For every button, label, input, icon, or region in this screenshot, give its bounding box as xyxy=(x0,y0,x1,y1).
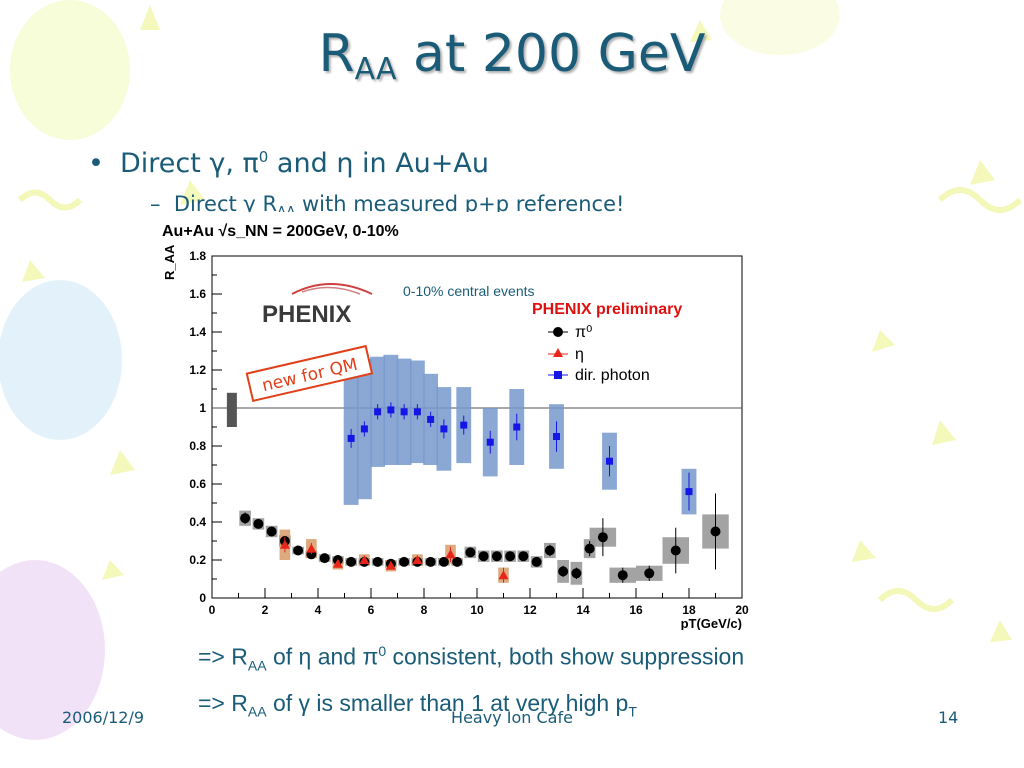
eta-point xyxy=(385,560,396,570)
pi0-point xyxy=(670,545,681,556)
pi0-point xyxy=(571,568,582,579)
pi0-point xyxy=(319,553,330,564)
pi0-point xyxy=(710,526,721,537)
photon-point xyxy=(553,433,560,440)
x-tick-label: 20 xyxy=(735,603,749,617)
x-tick-label: 4 xyxy=(315,603,322,617)
x-tick-label: 0 xyxy=(209,603,216,617)
footer-page-number: 14 xyxy=(938,708,959,727)
x-tick-label: 18 xyxy=(682,603,696,617)
pi0-point xyxy=(452,556,463,567)
chart-header: Au+Au √s_NN = 200GeV, 0-10% xyxy=(162,223,399,240)
pi0-point xyxy=(253,518,264,529)
y-axis-label: R_AA xyxy=(162,244,177,280)
pi0-point xyxy=(491,551,502,562)
photon-point xyxy=(347,434,355,442)
bullet-dot-icon: • xyxy=(88,148,104,179)
photon-point xyxy=(606,457,613,465)
x-tick-label: 16 xyxy=(629,603,643,617)
y-tick-label: 0.6 xyxy=(189,477,206,491)
pi0-point xyxy=(438,556,449,567)
x-tick-label: 10 xyxy=(470,603,484,617)
eta-point xyxy=(359,555,370,564)
conclusion-eta-pi0: => RAA of η and π0 consistent, both show… xyxy=(198,643,745,674)
pi0-point xyxy=(425,556,436,567)
centrality-annotation: 0-10% central events xyxy=(403,283,535,299)
photon-point xyxy=(374,408,382,416)
photon-point xyxy=(387,406,395,414)
pi0-point xyxy=(558,566,569,577)
pi0-point xyxy=(465,547,476,558)
y-tick-label: 1.8 xyxy=(189,249,206,263)
photon-point xyxy=(400,408,408,416)
x-axis-label: pT(GeV/c) xyxy=(681,616,742,630)
footer-date: 2006/12/9 xyxy=(62,708,145,727)
phenix-logo: PHENIX xyxy=(262,283,373,328)
pi0-point xyxy=(531,556,542,567)
pi0-point xyxy=(478,551,489,562)
phenix-preliminary-label: PHENIX preliminary xyxy=(532,301,682,318)
pi0-point xyxy=(346,556,357,567)
photon-point xyxy=(360,425,368,433)
pi0-point xyxy=(266,526,277,537)
y-tick-label: 1.6 xyxy=(189,287,206,301)
pi0-point xyxy=(399,556,410,567)
photon-point xyxy=(413,408,421,416)
legend-photon: dir. photon xyxy=(575,367,650,384)
y-tick-label: 0.4 xyxy=(189,515,206,529)
pi0-point xyxy=(372,556,383,567)
pi0-point xyxy=(617,570,628,581)
photon-point xyxy=(460,421,468,429)
svg-text:PHENIX: PHENIX xyxy=(262,301,351,328)
pi0-point xyxy=(293,545,304,556)
photon-point xyxy=(427,415,435,423)
pi0-point xyxy=(505,551,516,562)
photon-point xyxy=(513,423,521,431)
legend: π⁰ η dir. photon xyxy=(548,324,650,384)
x-tick-label: 12 xyxy=(523,603,537,617)
eta-point xyxy=(445,549,456,559)
photon-point xyxy=(486,438,494,446)
y-tick-label: 0 xyxy=(199,591,206,605)
x-tick-label: 2 xyxy=(262,603,269,617)
eta-point xyxy=(306,543,317,553)
y-tick-label: 0.8 xyxy=(189,439,206,453)
x-tick-label: 8 xyxy=(421,603,428,617)
pi0-point xyxy=(584,543,595,554)
pi0-point xyxy=(544,545,555,556)
y-tick-label: 1.4 xyxy=(189,325,206,339)
pi0-point xyxy=(240,513,251,524)
y-tick-label: 0.2 xyxy=(189,553,206,567)
slide-title: RAA at 200 GeV xyxy=(318,24,706,87)
raa-chart: Au+Au √s_NN = 200GeV, 0-10% R_AA pT(GeV/… xyxy=(150,212,810,630)
x-tick-label: 14 xyxy=(576,603,590,617)
legend-pi0: π⁰ xyxy=(575,324,592,341)
photon-point xyxy=(440,425,448,433)
y-tick-label: 1.2 xyxy=(189,363,206,377)
pi0-point xyxy=(518,551,529,562)
eta-point xyxy=(498,570,509,580)
normalization-uncertainty-box xyxy=(226,392,237,427)
conclusion-gamma: => RAA of γ is smaller than 1 at very hi… xyxy=(198,690,637,720)
conclusions: => RAA of η and π0 consistent, both show… xyxy=(198,632,744,731)
eta-point xyxy=(279,539,290,549)
bullet-direct-gamma: • Direct γ, π0 and η in Au+Au xyxy=(88,148,490,179)
photon-point xyxy=(685,488,693,496)
footer-center: Heavy Ion Cafe xyxy=(451,708,573,727)
x-tick-label: 6 xyxy=(368,603,375,617)
pi0-point xyxy=(644,568,655,579)
eta-point xyxy=(412,555,423,564)
eta-point xyxy=(332,558,343,568)
legend-eta: η xyxy=(575,346,584,363)
pi0-point xyxy=(597,532,608,543)
y-tick-label: 1 xyxy=(199,401,206,415)
